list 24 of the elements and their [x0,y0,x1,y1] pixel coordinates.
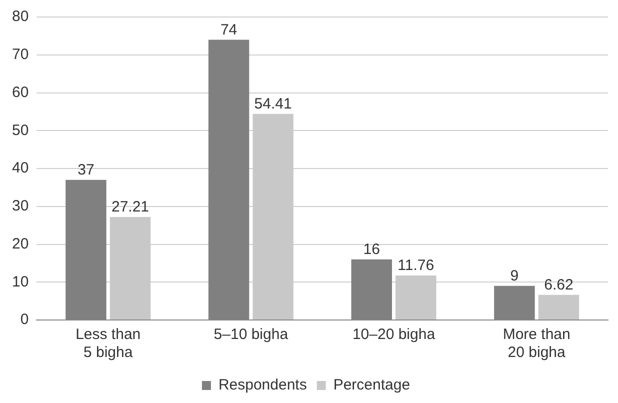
y-tick-label: 80 [12,8,29,26]
y-tick-label: 10 [12,273,29,290]
data-label: 11.76 [398,257,434,274]
x-tick-label: Less than 5 bigha [76,326,141,362]
x-tick-label: 10–20 bigha [352,326,436,344]
data-label: 16 [363,241,380,258]
data-label: 54.41 [254,96,292,113]
y-tick-label: 50 [12,122,29,139]
x-tick-label: More than 20 bigha [502,326,570,362]
y-tick-label: 0 [20,311,29,328]
y-tick-label: 30 [12,198,29,215]
data-label: 6.62 [544,276,574,294]
y-tick-label: 70 [12,46,29,64]
data-label: 9 [510,268,519,285]
y-tick-label: 60 [12,84,29,101]
y-tick-label: 40 [12,160,29,177]
x-tick-label: 5–10 bigha [214,326,289,344]
legend-label: Percentage [333,376,410,394]
data-label: 74 [220,21,238,38]
data-label: 37 [78,162,94,179]
legend-label: Respondents [218,376,307,394]
bar [538,294,580,320]
y-tick-label: 20 [12,235,29,252]
data-label: 27.21 [111,198,150,216]
